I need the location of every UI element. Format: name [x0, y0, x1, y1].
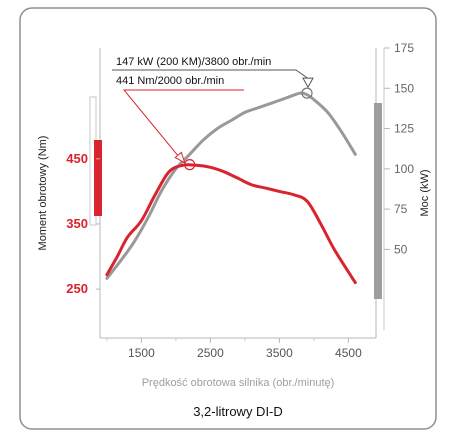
- x-axis-title: Prędkość obrotowa silnika (obr./minutę): [142, 377, 335, 389]
- torque-peak-marker: [184, 159, 196, 171]
- power-peak-label: 147 kW (200 KM)/3800 obr./min: [116, 56, 271, 68]
- left-ticks: 250 350 450: [66, 151, 100, 296]
- torque-peak-leader: [122, 89, 244, 163]
- y-axis-left-title: Moment obrotowy (Nm): [37, 136, 49, 251]
- x-tick-label: 2500: [197, 346, 224, 360]
- right-tick-label: 125: [394, 122, 414, 136]
- x-tick-label: 1500: [128, 346, 155, 360]
- power-peak-marker: [301, 87, 313, 99]
- x-tick-label: 4500: [335, 346, 362, 360]
- power-peak-annotation: 147 kW (200 KM)/3800 obr./min: [112, 56, 314, 99]
- right-ticks: 50 75 100 125 150 175: [384, 41, 414, 256]
- x-ticks: 1500 2500 3500 4500: [106, 338, 362, 360]
- plot-area: [100, 48, 376, 338]
- torque-peak-label: 441 Nm/2000 obr./min: [116, 75, 224, 87]
- left-tick-label: 350: [66, 216, 88, 231]
- power-peak-leader: [112, 69, 310, 80]
- y-axis-right-title: Moc (kW): [419, 169, 431, 216]
- right-tick-label: 75: [394, 202, 408, 216]
- left-tick-label: 450: [66, 151, 88, 166]
- torque-peak-annotation: 441 Nm/2000 obr./min: [116, 75, 244, 171]
- right-tick-label: 150: [394, 81, 414, 95]
- torque-curve: [105, 163, 357, 285]
- right-tick-label: 175: [394, 41, 414, 55]
- power-curve: [105, 91, 357, 280]
- right-gray-scale-bar: [374, 103, 382, 299]
- power-peak-arrowhead: [302, 77, 314, 89]
- right-tick-label: 100: [394, 162, 414, 176]
- x-tick-label: 3500: [266, 346, 293, 360]
- left-tick-label: 250: [66, 281, 88, 296]
- chart-caption: 3,2-litrowy DI-D: [193, 404, 283, 419]
- right-tick-label: 50: [394, 242, 408, 256]
- torque-peak-arrowhead: [174, 151, 186, 164]
- left-red-scale-bar: [94, 140, 102, 216]
